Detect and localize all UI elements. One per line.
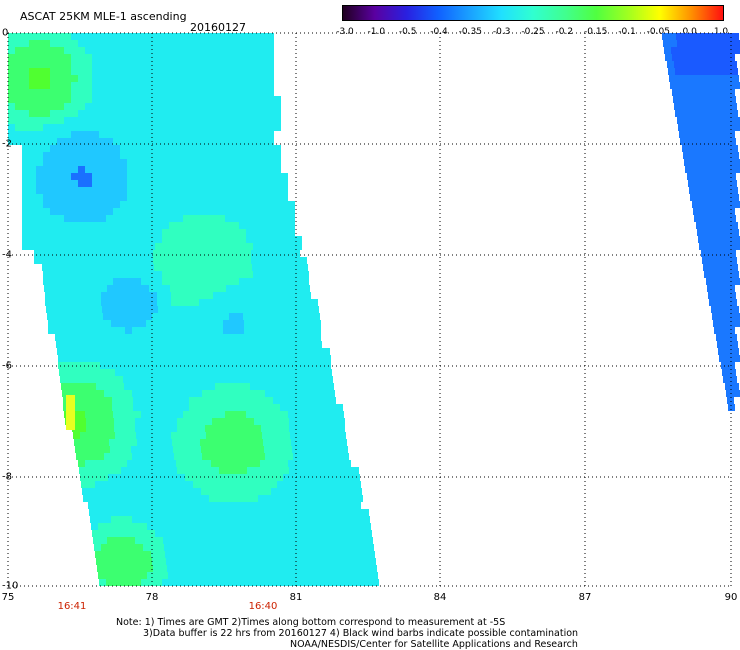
x-tick-87: 87 (578, 592, 592, 603)
colorbar-label: -0.25 (521, 27, 545, 37)
colorbar-label: -0.35 (458, 27, 482, 37)
x-tick-75: 75 (1, 592, 15, 603)
note-line-3: NOAA/NESDIS/Center for Satellite Applica… (290, 639, 578, 650)
lat-lon-grid (7, 32, 732, 587)
colorbar-label: -0.1 (618, 27, 636, 37)
colorbar-label: -0.15 (584, 27, 608, 37)
note-line-2: 3)Data buffer is 22 hrs from 20160127 4)… (143, 628, 579, 639)
swath-data (8, 33, 740, 586)
colorbar-label: -0.05 (646, 27, 670, 37)
y-tick-m2: -2 (2, 138, 12, 150)
colorbar-label: -0.2 (555, 27, 574, 37)
y-tick-0: 0 (2, 27, 9, 39)
colorbar-label: -0.5 (398, 27, 417, 37)
y-tick-m8: -8 (2, 471, 12, 483)
x-tick-90: 90 (724, 592, 738, 603)
y-tick-m4: -4 (2, 249, 12, 261)
x-tick-78: 78 (145, 592, 159, 603)
time-label-2: 16:40 (248, 601, 278, 612)
x-tick-84: 84 (433, 592, 447, 603)
product-title: ASCAT 25KM MLE-1 ascending (20, 10, 187, 23)
time-label-1: 16:41 (57, 601, 87, 612)
note-line-1: Note: 1) Times are GMT 2)Times along bot… (116, 617, 506, 628)
colorbar-label: -1.0 (367, 27, 386, 37)
product-date: 20160127 (190, 21, 246, 34)
colorbar-label: -0.3 (492, 27, 511, 37)
colorbar-label: 1.0 (713, 27, 729, 37)
colorbar-label: -0.4 (430, 27, 448, 37)
colorbar (342, 5, 724, 21)
y-tick-m6: -6 (2, 360, 12, 372)
x-tick-81: 81 (289, 592, 303, 603)
colorbar-label: 0.0 (682, 27, 697, 37)
colorbar-label: -3.0 (336, 27, 354, 37)
y-tick-m10: -10 (2, 580, 19, 592)
